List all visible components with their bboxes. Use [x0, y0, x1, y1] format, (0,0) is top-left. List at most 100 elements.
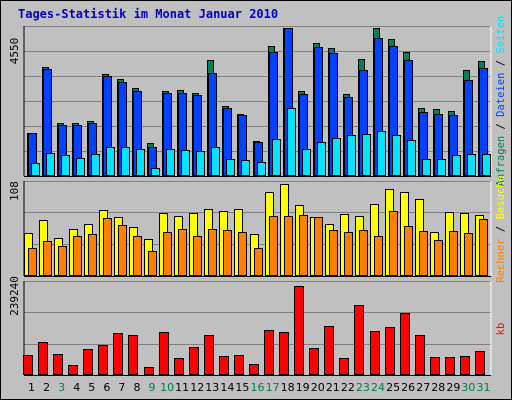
legend-entry: /	[495, 220, 507, 239]
bar-seiten-day-13	[211, 147, 220, 176]
bar-seiten-day-10	[166, 149, 175, 176]
bar-rechner-day-2	[43, 241, 52, 276]
bar-seiten-day-18	[287, 108, 296, 176]
legend-entry: Besuche	[495, 175, 507, 219]
bar-seiten-day-16	[257, 162, 266, 176]
day-label-19: 19	[296, 381, 310, 394]
day-label-6: 6	[103, 381, 110, 394]
panel-1-ymax-label: 4550	[8, 38, 21, 65]
bar-seiten-day-22	[347, 135, 356, 176]
bar-rechner-day-9	[148, 251, 157, 276]
bar-kb-day-20	[309, 348, 319, 375]
bar-seiten-day-19	[302, 149, 311, 176]
bar-rechner-day-20	[314, 217, 323, 276]
bar-kb-day-3	[53, 354, 63, 375]
bar-kb-day-27	[415, 335, 425, 375]
bar-kb-day-13	[204, 335, 214, 375]
day-label-28: 28	[431, 381, 445, 394]
day-label-15: 15	[235, 381, 249, 394]
bar-kb-day-19	[294, 286, 304, 375]
bar-rechner-day-30	[464, 233, 473, 276]
bar-seiten-day-31	[482, 154, 491, 176]
day-label-25: 25	[386, 381, 400, 394]
legend-entry: Anfragen	[495, 136, 507, 187]
bar-kb-day-24	[370, 331, 380, 375]
day-label-26: 26	[401, 381, 415, 394]
day-label-3: 3	[58, 381, 65, 394]
bar-seiten-day-4	[76, 158, 85, 176]
bar-seiten-day-5	[91, 154, 100, 176]
day-label-18: 18	[281, 381, 295, 394]
bar-kb-day-1	[23, 355, 33, 375]
bar-rechner-day-10	[163, 232, 172, 276]
bar-rechner-day-15	[238, 232, 247, 276]
day-label-9: 9	[149, 381, 156, 394]
bar-rechner-day-22	[344, 232, 353, 276]
bar-kb-day-26	[400, 313, 410, 375]
bar-rechner-day-28	[434, 240, 443, 276]
panel-1-series-legend: Anfragen / Dateien / Seiten	[495, 16, 507, 187]
bar-seiten-day-28	[437, 159, 446, 176]
legend-entry: Rechner	[495, 238, 507, 282]
bar-seiten-day-8	[136, 149, 145, 176]
bar-kb-day-6	[98, 345, 108, 375]
bar-rechner-day-14	[223, 230, 232, 276]
bar-rechner-day-16	[254, 248, 263, 276]
day-label-29: 29	[446, 381, 460, 394]
panel-3-ymax-label: 239240	[8, 276, 21, 316]
bar-kb-day-28	[430, 357, 440, 375]
bar-rechner-day-4	[73, 236, 82, 276]
bar-rechner-day-3	[58, 246, 67, 276]
bar-seiten-day-11	[181, 150, 190, 176]
day-label-13: 13	[205, 381, 219, 394]
bar-kb-day-29	[445, 357, 455, 375]
bar-kb-day-31	[475, 351, 485, 375]
day-label-12: 12	[190, 381, 204, 394]
day-label-24: 24	[371, 381, 385, 394]
day-label-5: 5	[88, 381, 95, 394]
bar-rechner-day-25	[389, 211, 398, 276]
legend-entry: Seiten	[495, 16, 507, 54]
bar-kb-day-11	[174, 358, 184, 375]
bar-rechner-day-19	[299, 215, 308, 276]
legend-entry: Dateien	[495, 73, 507, 117]
bar-seiten-day-1	[31, 163, 40, 176]
day-label-30: 30	[461, 381, 475, 394]
bar-rechner-day-8	[133, 236, 142, 276]
day-label-27: 27	[416, 381, 430, 394]
day-label-17: 17	[266, 381, 280, 394]
bar-seiten-day-3	[61, 155, 70, 176]
bar-kb-day-12	[189, 347, 199, 375]
bar-seiten-day-30	[467, 154, 476, 176]
bar-rechner-day-18	[284, 216, 293, 276]
bar-kb-day-4	[68, 365, 78, 375]
bar-seiten-day-24	[377, 131, 386, 176]
bar-rechner-day-6	[103, 218, 112, 276]
day-label-16: 16	[251, 381, 265, 394]
bar-seiten-day-29	[452, 155, 461, 176]
chart-title: Tages-Statistik im Monat Januar 2010	[18, 7, 279, 21]
bar-kb-day-16	[249, 364, 259, 375]
bar-seiten-day-2	[46, 153, 55, 176]
bar-rechner-day-21	[329, 230, 338, 276]
day-label-4: 4	[73, 381, 80, 394]
bar-rechner-day-11	[178, 229, 187, 276]
bar-seiten-day-7	[121, 147, 130, 176]
bar-rechner-day-26	[404, 226, 413, 276]
bar-seiten-day-6	[106, 147, 115, 176]
bar-seiten-day-9	[151, 168, 160, 176]
bar-seiten-day-27	[422, 159, 431, 176]
bar-kb-day-14	[219, 356, 229, 375]
bar-seiten-day-17	[272, 139, 281, 176]
bar-seiten-day-12	[196, 151, 205, 176]
bar-kb-day-5	[83, 349, 93, 375]
bar-kb-day-7	[113, 333, 123, 375]
bar-seiten-day-20	[317, 142, 326, 176]
bar-rechner-day-23	[359, 230, 368, 276]
bar-kb-day-23	[354, 305, 364, 375]
bar-rechner-day-1	[28, 248, 37, 276]
panel-3-series-legend: kb	[495, 323, 507, 336]
bar-rechner-day-29	[449, 231, 458, 276]
bar-rechner-day-24	[374, 236, 383, 276]
bar-kb-day-30	[460, 356, 470, 375]
